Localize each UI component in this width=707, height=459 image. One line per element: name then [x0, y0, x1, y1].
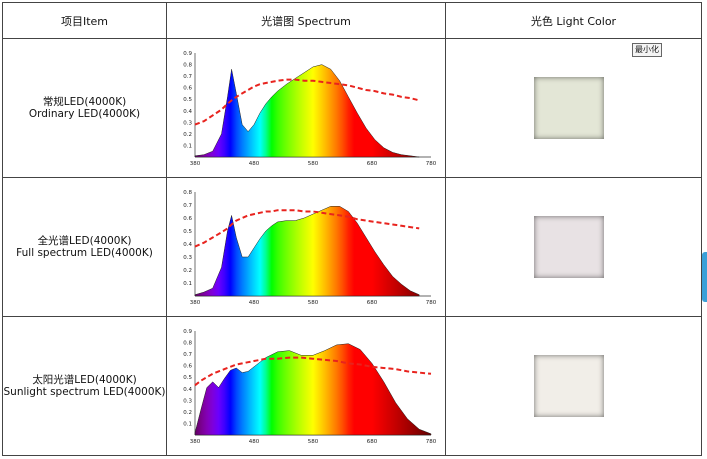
reference-curve: [194, 78, 420, 126]
light-color-swatch: [534, 216, 604, 278]
spectrum-area: [194, 206, 420, 297]
x-tick-label: 580: [308, 439, 319, 445]
table-row: 全光谱LED(4000K) Full spectrum LED(4000K) 0…: [2, 177, 702, 317]
spectrum-area: [194, 343, 432, 436]
row-name-en: Full spectrum LED(4000K): [16, 247, 153, 259]
x-tick-label: 380: [190, 300, 201, 306]
spectrum-cell: 0.9 0.8 0.7 0.6 0.5 0.4 0.3 0.2 0.1 380 480 580 680 7…: [166, 38, 446, 178]
y-tick-label: 0.6: [183, 216, 192, 222]
row-name-en: Ordinary LED(4000K): [28, 108, 141, 120]
light-color-cell: 最小化: [445, 38, 702, 178]
y-tick-label: 0.1: [183, 281, 192, 287]
y-tick-label: 0.3: [183, 398, 192, 404]
x-tick-label: 680: [367, 161, 378, 167]
header-item: 项目Item: [2, 2, 167, 39]
y-tick-label: 0.6: [183, 364, 192, 370]
y-tick-label: 0.3: [183, 255, 192, 261]
row-label-sunlight: 太阳光谱LED(4000K) Sunlight spectrum LED(400…: [2, 316, 167, 456]
y-tick-label: 0.1: [183, 421, 192, 427]
x-tick-label: 780: [426, 439, 437, 445]
y-tick-label: 0.5: [183, 375, 192, 381]
x-tick-label: 480: [249, 161, 260, 167]
y-tick-label: 0.7: [183, 74, 192, 80]
y-tick-label: 0.8: [183, 341, 192, 347]
y-tick-label: 0.5: [183, 97, 192, 103]
header-spectrum: 光谱图 Spectrum: [166, 2, 446, 39]
light-color-swatch: [534, 355, 604, 417]
spectrum-chart-sunlight: 0.9 0.8 0.7 0.6 0.5 0.4 0.3 0.2 0.1 380 480 580 680 7…: [183, 329, 437, 445]
y-tick-label: 0.6: [183, 86, 192, 92]
y-tick-label: 0.4: [183, 387, 192, 393]
row-name-cn: 全光谱LED(4000K): [37, 235, 132, 247]
x-tick-label: 780: [426, 161, 437, 167]
y-tick-label: 0.2: [183, 132, 192, 138]
side-scroll-handle[interactable]: [702, 252, 707, 302]
light-color-cell: [445, 177, 702, 317]
row-label-full-spectrum: 全光谱LED(4000K) Full spectrum LED(4000K): [2, 177, 167, 317]
spectrum-area: [194, 64, 420, 158]
table-row: 太阳光谱LED(4000K) Sunlight spectrum LED(400…: [2, 316, 702, 456]
table-row: 常规LED(4000K) Ordinary LED(4000K) 0.9 0.8 0…: [2, 38, 702, 178]
y-tick-label: 0.1: [183, 143, 192, 149]
row-name-cn: 太阳光谱LED(4000K): [32, 374, 137, 386]
y-tick-label: 0.9: [183, 51, 192, 57]
reference-curve: [194, 209, 420, 248]
row-name-cn: 常规LED(4000K): [42, 96, 127, 108]
y-tick-label: 0.4: [183, 109, 192, 115]
minimize-tooltip: 最小化: [632, 43, 662, 57]
y-tick-label: 0.7: [183, 203, 192, 209]
x-tick-label: 480: [249, 300, 260, 306]
x-tick-label: 680: [367, 300, 378, 306]
light-color-cell: [445, 316, 702, 456]
x-tick-label: 680: [367, 439, 378, 445]
comparison-table: 项目Item 光谱图 Spectrum 光色 Light Color 常规LED…: [2, 2, 702, 456]
y-tick-label: 0.9: [183, 329, 192, 335]
x-tick-label: 480: [249, 439, 260, 445]
spectrum-cell: 0.8 0.7 0.6 0.5 0.4 0.3 0.2 0.1 380 480 580 680 780: [166, 177, 446, 317]
spectrum-chart-ordinary: 0.9 0.8 0.7 0.6 0.5 0.4 0.3 0.2 0.1 380 480 580 680 7…: [183, 51, 437, 167]
y-tick-label: 0.5: [183, 229, 192, 235]
x-tick-label: 780: [426, 300, 437, 306]
y-tick-label: 0.7: [183, 352, 192, 358]
reference-curve: [194, 356, 432, 387]
light-color-swatch: [534, 77, 604, 139]
y-tick-label: 0.8: [183, 63, 192, 69]
y-tick-label: 0.2: [183, 410, 192, 416]
y-tick-label: 0.3: [183, 120, 192, 126]
spectrum-chart-full: 0.8 0.7 0.6 0.5 0.4 0.3 0.2 0.1 380 480 580 680 780: [183, 190, 437, 306]
header-row: 项目Item 光谱图 Spectrum 光色 Light Color: [2, 2, 702, 39]
y-tick-label: 0.4: [183, 242, 192, 248]
x-tick-label: 580: [308, 161, 319, 167]
y-tick-label: 0.8: [183, 190, 192, 196]
spectrum-cell: 0.9 0.8 0.7 0.6 0.5 0.4 0.3 0.2 0.1 380 480 580 680 7…: [166, 316, 446, 456]
x-tick-label: 580: [308, 300, 319, 306]
x-tick-label: 380: [190, 439, 201, 445]
row-name-en: Sunlight spectrum LED(4000K): [3, 386, 166, 398]
x-tick-label: 380: [190, 161, 201, 167]
row-label-ordinary: 常规LED(4000K) Ordinary LED(4000K): [2, 38, 167, 178]
header-light-color: 光色 Light Color: [445, 2, 702, 39]
y-tick-label: 0.2: [183, 268, 192, 274]
